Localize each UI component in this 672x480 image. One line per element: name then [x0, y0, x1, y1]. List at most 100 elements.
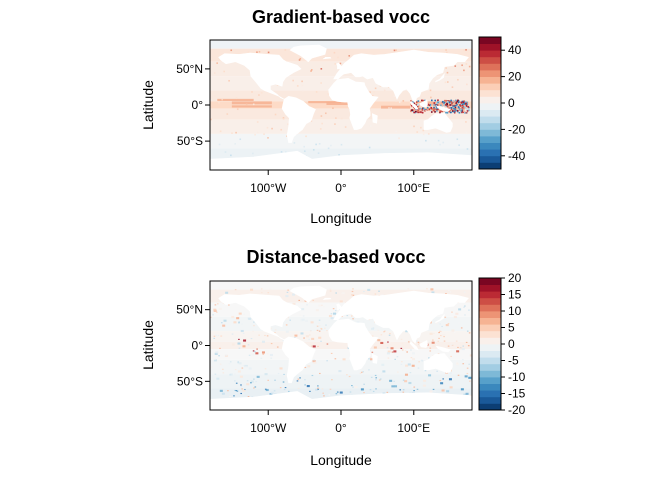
ocean-cell — [415, 340, 418, 342]
ocean-cell — [270, 391, 274, 394]
ocean-cell — [433, 100, 436, 103]
ocean-cell — [402, 389, 405, 391]
colorbar-swatch — [479, 89, 501, 97]
ocean-cell — [348, 55, 351, 57]
ocean-cell — [434, 108, 436, 110]
ocean-cell — [225, 354, 227, 356]
ocean-cell — [445, 67, 447, 69]
ocean-cell — [317, 345, 319, 348]
ocean-cell — [320, 82, 322, 84]
ocean-cell — [463, 291, 466, 293]
ocean-cell — [312, 372, 314, 375]
ocean-cell — [228, 79, 230, 82]
ocean-band — [210, 359, 472, 375]
ocean-cell — [375, 377, 378, 379]
ocean-cell — [459, 347, 463, 350]
ocean-cell — [465, 63, 468, 65]
ocean-cell — [469, 354, 472, 357]
land-mass — [218, 52, 302, 100]
ocean-cell — [440, 330, 442, 333]
map-area — [210, 281, 472, 410]
ocean-cell — [256, 375, 260, 378]
ocean-cell — [320, 340, 322, 342]
ocean-cell — [319, 372, 321, 375]
ocean-cell — [395, 100, 398, 102]
ocean-cell — [432, 388, 435, 390]
ocean-cell — [470, 368, 472, 371]
ocean-cell — [360, 388, 364, 391]
ocean-cell — [457, 78, 459, 81]
ocean-cell — [274, 113, 277, 116]
ocean-cell — [270, 342, 273, 345]
ocean-cell — [335, 292, 337, 294]
ocean-cell — [467, 109, 470, 112]
ocean-cell — [368, 319, 371, 321]
ocean-cell — [339, 62, 342, 65]
ocean-cell — [407, 341, 410, 343]
ocean-cell — [363, 383, 365, 385]
ocean-cell — [326, 330, 328, 332]
ocean-cell — [453, 107, 455, 110]
ocean-cell — [301, 84, 304, 87]
ocean-cell — [310, 69, 313, 71]
ocean-cell — [279, 387, 282, 389]
ocean-cell — [380, 334, 383, 336]
ocean-cell — [437, 139, 440, 142]
ocean-cell — [266, 126, 269, 129]
ocean-cell — [336, 313, 338, 315]
ocean-cell — [251, 91, 253, 93]
ocean-cell — [302, 90, 304, 93]
ocean-cell — [327, 93, 330, 95]
ocean-cell — [219, 363, 222, 365]
ocean-cell — [386, 352, 390, 355]
ocean-cell — [402, 391, 405, 393]
ocean-cell — [386, 347, 389, 349]
ocean-cell — [238, 321, 240, 323]
ocean-band — [210, 341, 472, 350]
ocean-cell — [213, 337, 216, 339]
ocean-cell — [404, 349, 407, 352]
ocean-cell — [340, 143, 343, 146]
ocean-cell — [461, 103, 464, 106]
ocean-cell — [415, 103, 418, 106]
ocean-cell — [334, 123, 336, 125]
ocean-cell — [457, 374, 460, 376]
ocean-cell — [464, 314, 466, 316]
ocean-cell — [419, 107, 422, 110]
ocean-cell — [306, 304, 308, 306]
land-mass — [423, 353, 453, 374]
ocean-cell — [460, 101, 463, 104]
ocean-cell — [216, 62, 218, 64]
ocean-cell — [431, 99, 433, 102]
ocean-cell — [335, 393, 338, 395]
land-mass — [333, 290, 469, 345]
ocean-cell — [445, 111, 447, 114]
ocean-cell — [432, 339, 434, 341]
ocean-cell — [407, 363, 411, 366]
colorbar-swatch — [479, 350, 501, 358]
ocean-cell — [432, 107, 435, 110]
ocean-cell — [467, 345, 470, 347]
ocean-cell — [421, 360, 424, 362]
ocean-cell — [312, 299, 315, 301]
ocean-cell — [444, 104, 447, 106]
ocean-cell — [450, 107, 453, 109]
ocean-cell — [233, 395, 235, 397]
ocean-cell — [390, 347, 394, 350]
ocean-cell — [234, 143, 236, 145]
ocean-cell — [282, 118, 285, 120]
ocean-cell — [315, 388, 319, 391]
ocean-cell — [455, 312, 459, 315]
ocean-cell — [315, 309, 319, 312]
y-axis: 50°S 0° 50°N — [176, 62, 210, 148]
land-mass — [435, 72, 445, 83]
ocean-cell — [242, 345, 246, 348]
ocean-cell — [380, 372, 383, 374]
ocean-cell — [326, 360, 328, 362]
ocean-cell — [363, 392, 365, 394]
ocean-cell — [311, 345, 313, 347]
ocean-cell — [422, 133, 425, 136]
ocean-cell — [325, 324, 327, 326]
ocean-cell — [269, 353, 273, 357]
ocean-cell — [321, 122, 323, 125]
